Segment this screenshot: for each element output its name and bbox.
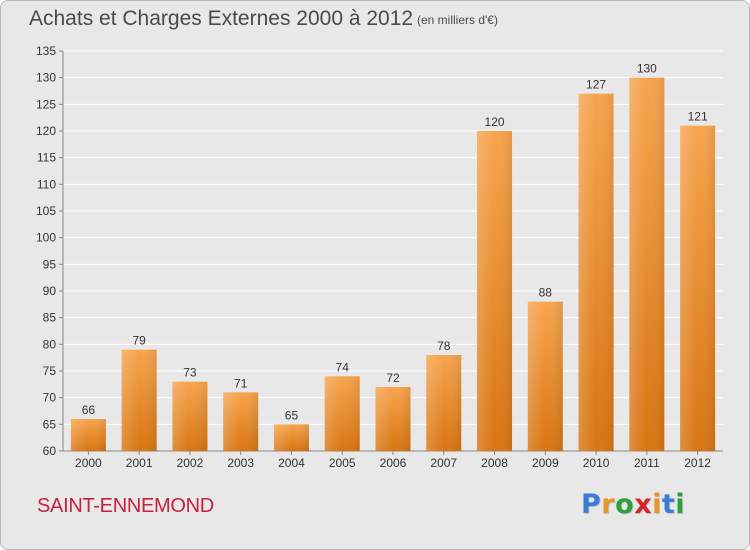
- x-tick-label: 2004: [278, 456, 305, 470]
- bar-shade: [629, 77, 665, 452]
- y-tick-label: 135: [36, 44, 56, 58]
- chart-unit: (en milliers d'€): [417, 13, 498, 27]
- logo-letter: o: [615, 489, 635, 520]
- x-tick-label: 2009: [532, 456, 559, 470]
- bar-shade: [324, 376, 360, 451]
- logo-letter: x: [634, 489, 653, 520]
- x-tick-label: 2007: [430, 456, 457, 470]
- y-tick-label: 130: [36, 71, 56, 85]
- x-tick-label: 2002: [177, 456, 204, 470]
- x-tick-label: 2003: [227, 456, 254, 470]
- x-tick-label: 2010: [583, 456, 610, 470]
- data-label: 72: [386, 371, 400, 385]
- data-label: 71: [234, 376, 248, 390]
- y-tick-label: 65: [43, 417, 57, 431]
- x-tick-label: 2008: [481, 456, 508, 470]
- x-tick-label: 2012: [684, 456, 711, 470]
- x-tick-label: 2011: [634, 456, 660, 470]
- bar-shade: [527, 301, 563, 451]
- x-axis: 2000 2001 2002 2003 2004 2005 2006 2007 2008 2009…: [75, 451, 711, 470]
- bar-shade: [121, 349, 157, 451]
- y-tick-label: 120: [36, 124, 56, 138]
- bar-shade: [375, 387, 411, 451]
- data-label: 130: [637, 62, 657, 76]
- chart-title: Achats et Charges Externes 2000 à 2012: [29, 7, 414, 30]
- y-tick-label: 110: [37, 177, 56, 191]
- data-label: 120: [485, 115, 505, 129]
- logo-letter: t: [661, 489, 676, 520]
- bar-shade: [172, 381, 208, 451]
- x-tick-label: 2001: [126, 456, 153, 470]
- data-label: 73: [183, 366, 197, 380]
- bar-shade: [223, 392, 259, 451]
- y-tick-label: 105: [36, 204, 56, 218]
- y-tick-label: 75: [43, 364, 57, 378]
- y-tick-label: 70: [43, 391, 57, 405]
- data-label: 88: [539, 286, 553, 300]
- x-tick-label: 2005: [329, 456, 356, 470]
- commune-name: SAINT-ENNEMOND: [37, 495, 214, 517]
- bar-shade: [680, 125, 716, 452]
- x-tick-label: 2000: [75, 456, 102, 470]
- bars: 66 79 73 71 65 74 72 78 120 88 127 130 121: [70, 62, 716, 452]
- y-tick-label: 90: [43, 284, 57, 298]
- y-tick-label: 125: [36, 97, 56, 111]
- logo-letter: i: [652, 489, 662, 520]
- bar-shade: [426, 355, 462, 451]
- data-label: 78: [437, 339, 451, 353]
- proxiti-logo: Proxiti: [581, 489, 685, 520]
- y-tick-label: 115: [37, 151, 56, 165]
- bar-shade: [70, 419, 106, 451]
- x-tick-label: 2006: [380, 456, 407, 470]
- logo-letter: r: [601, 489, 616, 520]
- data-label: 66: [82, 403, 96, 417]
- logo-letter: i: [675, 489, 686, 520]
- y-tick-label: 85: [43, 311, 57, 325]
- logo-letter: P: [581, 489, 602, 520]
- y-tick-label: 95: [43, 257, 57, 271]
- y-tick-label: 100: [36, 231, 56, 245]
- bar-shade: [477, 131, 513, 451]
- bar-shade: [273, 424, 309, 451]
- data-label: 79: [132, 334, 146, 348]
- data-label: 65: [285, 408, 299, 422]
- y-tick-label: 80: [43, 337, 57, 351]
- y-tick-label: 60: [43, 444, 57, 458]
- data-label: 74: [336, 360, 350, 374]
- data-label: 121: [688, 110, 708, 124]
- bar-shade: [578, 93, 614, 452]
- data-label: 127: [586, 78, 606, 92]
